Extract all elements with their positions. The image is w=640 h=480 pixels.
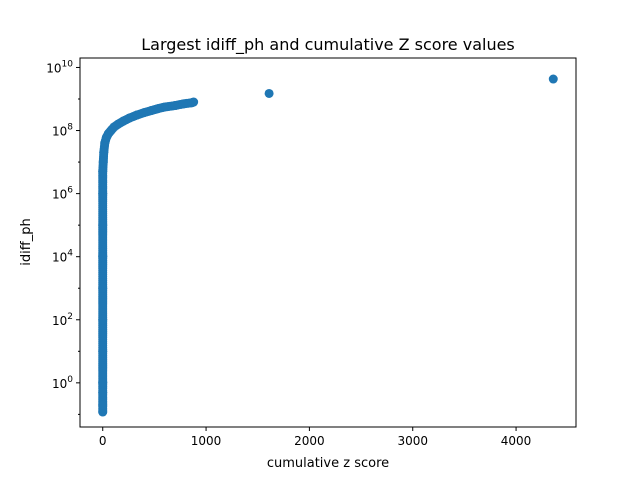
y-tick-label: 100 [52,375,73,391]
y-axis: 100 102 104 106 108 1010 [46,59,80,415]
data-point [98,283,108,293]
data-point [264,88,274,98]
data-point [98,407,108,417]
y-tick-label: 104 [52,249,73,265]
x-axis: 0 1000 2000 3000 4000 [99,427,531,448]
data-point [98,378,108,388]
y-tick-label: 106 [52,186,73,202]
data-point [159,102,169,112]
data-point [98,315,108,325]
x-tick-label: 3000 [397,434,428,448]
x-tick-label: 0 [99,434,107,448]
data-point [132,110,142,120]
data-point [178,99,188,109]
data-point [548,74,558,84]
data-point [170,101,180,111]
y-axis-label: idiff_ph [19,218,34,265]
x-tick-label: 2000 [294,434,325,448]
axes-frame [79,57,577,428]
data-point [99,148,109,158]
x-axis-label: cumulative z score [267,456,389,471]
y-tick-label: 108 [52,123,73,139]
data-point [98,189,108,199]
y-tick-label: 1010 [46,59,73,75]
data-point [98,400,108,410]
data-point [98,387,108,397]
plot-area [98,74,558,417]
data-point [139,108,149,118]
y-tick-label: 102 [52,312,73,328]
data-point [189,97,199,107]
data-point [125,113,135,123]
chart-title: Largest idiff_ph and cumulative Z score … [141,35,515,55]
data-point [98,252,108,262]
x-tick-label: 1000 [191,434,222,448]
data-point [98,167,108,177]
data-point [98,220,108,230]
data-point [98,157,108,167]
x-tick-label: 4000 [501,434,532,448]
data-point [98,346,108,356]
